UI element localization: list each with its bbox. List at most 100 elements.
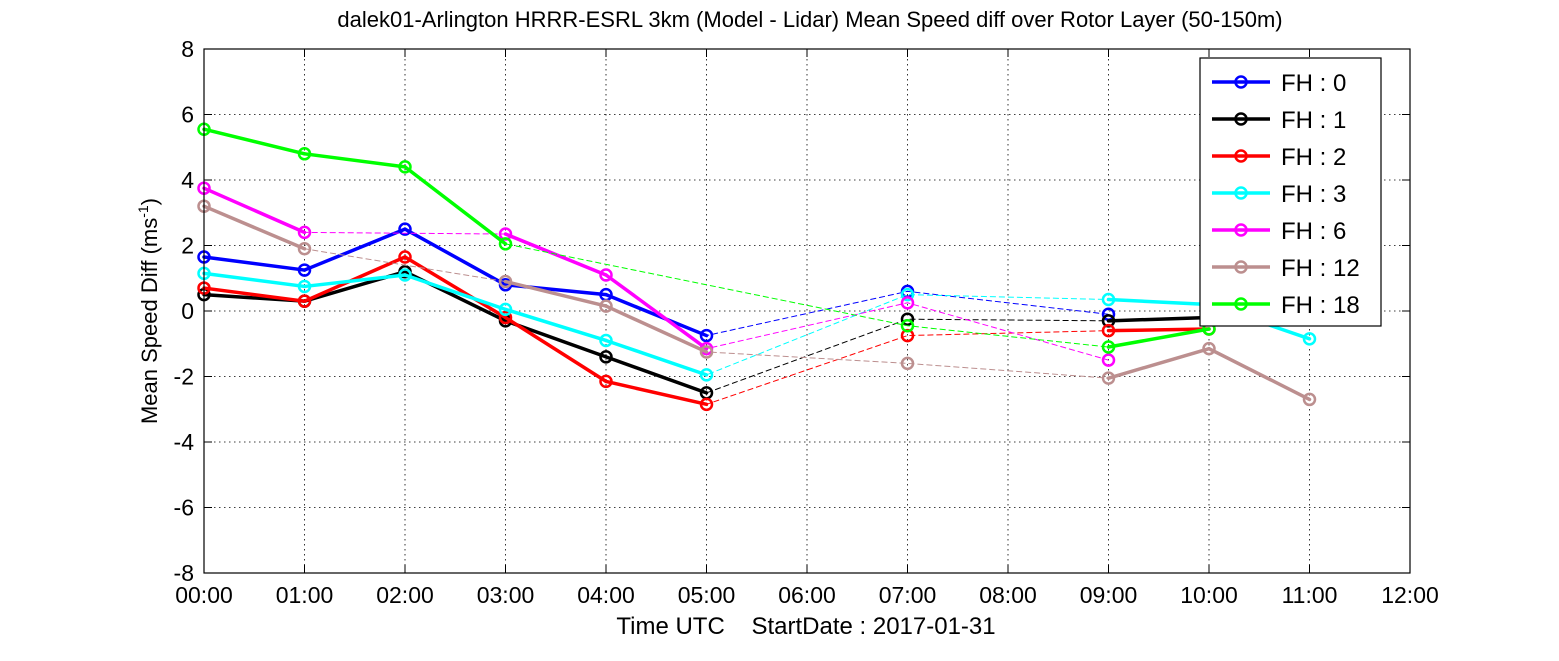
series-line (604, 292, 709, 338)
data-point (900, 318, 915, 333)
series-group (197, 199, 1317, 407)
data-point (699, 345, 714, 359)
x-tick-label: 08:00 (979, 582, 1037, 608)
data-point (599, 374, 613, 389)
x-tick-label: 10:00 (1180, 582, 1238, 608)
legend-label: FH : 6 (1281, 218, 1346, 245)
series-line (503, 315, 608, 384)
data-point (599, 350, 613, 364)
legend-marker (1234, 223, 1248, 237)
axes: 00:00 01:00 02:00 03:00 04:00 05:00 06:00 07:00… (174, 36, 1439, 608)
series-line (1207, 346, 1312, 402)
x-axis-label: Time UTC StartDate : 2017-01-31 (616, 613, 995, 640)
data-point (699, 368, 714, 382)
legend-marker (1234, 149, 1248, 163)
legend-label: FH : 18 (1281, 292, 1360, 319)
series-line (1106, 327, 1211, 349)
x-tick-label: 09:00 (1080, 582, 1138, 608)
data-point (498, 310, 513, 325)
series-lines (197, 122, 1317, 412)
data-point (297, 279, 312, 294)
data-point (599, 268, 613, 282)
x-tick-label: 03:00 (477, 582, 535, 608)
data-point (1202, 341, 1216, 356)
x-tick-label: 07:00 (879, 582, 937, 608)
legend-marker (1234, 260, 1248, 274)
y-tick-label: 2 (181, 233, 194, 259)
data-point (398, 160, 412, 174)
plot-frame (203, 48, 1411, 574)
legend-label: FH : 3 (1281, 181, 1346, 208)
series-line (403, 273, 508, 312)
series-line (202, 186, 307, 235)
series-line (403, 255, 508, 320)
series-group (197, 122, 1216, 354)
y-tick-label: 0 (181, 298, 194, 324)
data-point (599, 333, 613, 348)
legend-marker (1234, 297, 1248, 311)
chart-title: dalek01-Arlington HRRR-ESRL 3km (Model -… (337, 7, 1282, 32)
series-group (197, 264, 1216, 400)
series-line (302, 273, 407, 289)
x-tick-label: 12:00 (1381, 582, 1439, 608)
series-line (1106, 297, 1211, 307)
x-tick-label: 00:00 (175, 582, 233, 608)
y-tick-label: -6 (174, 495, 194, 521)
y-tick-label: 4 (181, 167, 194, 193)
series-line (1106, 327, 1211, 333)
x-tick-label: 02:00 (376, 582, 434, 608)
legend-marker (1234, 75, 1248, 89)
legend-label: FH : 0 (1281, 70, 1346, 97)
data-point (297, 294, 312, 308)
y-tick-label: -4 (174, 429, 195, 455)
data-point (1101, 323, 1116, 338)
series-line (202, 255, 307, 272)
series-line (604, 379, 709, 407)
y-tick-label: -2 (174, 364, 194, 390)
series-line (403, 227, 508, 287)
data-point (900, 296, 915, 310)
series-line (202, 204, 307, 251)
series-line (604, 273, 709, 351)
series-group (197, 222, 1116, 343)
data-point (900, 312, 915, 326)
series-line (604, 338, 709, 377)
data-point (398, 250, 412, 264)
data-point (297, 147, 312, 161)
data-point (297, 263, 312, 277)
series-line (403, 165, 508, 246)
x-tick-label: 11:00 (1282, 582, 1338, 608)
series-line (503, 307, 608, 343)
legend-marker (1234, 186, 1248, 200)
legend: FH : 0 FH : 1 FH : 2 FH : 3 FH : 6 FH : 12 FH … (1199, 57, 1382, 327)
data-point (1101, 340, 1116, 354)
series-line (202, 286, 307, 303)
data-point (699, 397, 714, 412)
legend-marker (1234, 112, 1248, 126)
x-tick-label: 04:00 (577, 582, 635, 608)
series-line (302, 152, 407, 169)
x-tick-label: 01:00 (276, 582, 334, 608)
series-group (197, 250, 1216, 412)
series-line (604, 304, 709, 354)
y-tick-label: 6 (181, 102, 194, 128)
y-tick-label: 8 (181, 36, 194, 62)
y-tick-label: -8 (174, 560, 194, 586)
data-point (900, 287, 915, 302)
x-tick-label: 05:00 (678, 582, 736, 608)
legend-label: FH : 2 (1281, 144, 1346, 171)
data-point (1101, 292, 1116, 307)
data-point (599, 299, 613, 313)
series-line (202, 271, 307, 289)
legend-label: FH : 12 (1281, 255, 1360, 282)
data-point (699, 328, 714, 343)
data-point (297, 225, 312, 240)
data-point (900, 356, 915, 371)
data-point (498, 302, 513, 317)
data-point (1101, 371, 1116, 385)
data-point (498, 274, 513, 289)
series-line (503, 279, 608, 308)
data-point (1302, 392, 1317, 407)
